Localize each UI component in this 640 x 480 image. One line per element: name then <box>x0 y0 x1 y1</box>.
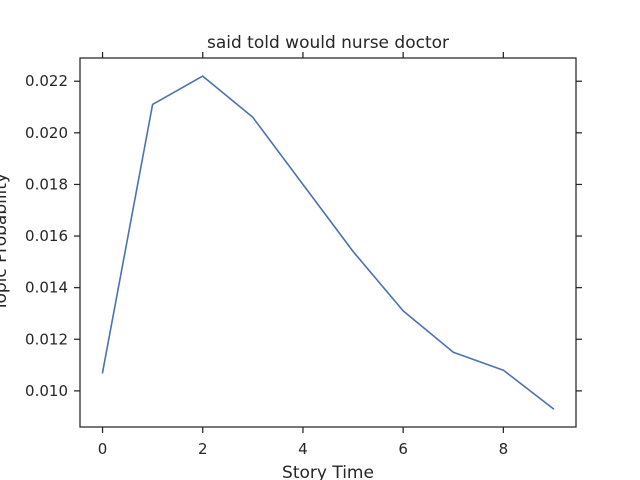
y-tick-label: 0.020 <box>25 124 68 142</box>
axis-ticks: 0 2 4 6 8 0.010 0.012 0.014 0.016 0.018 0.020 0.022 <box>25 52 582 458</box>
y-tick-label: 0.018 <box>25 175 68 193</box>
y-tick-label: 0.022 <box>25 72 68 90</box>
series-line <box>101 75 555 410</box>
y-tick-label: 0.010 <box>25 382 68 400</box>
y-axis-label: Topic Probability <box>0 173 11 312</box>
x-tick-label: 2 <box>198 440 208 458</box>
series-layer <box>101 75 555 410</box>
x-axis-label: Story Time <box>282 463 374 480</box>
x-tick-label: 6 <box>398 440 408 458</box>
y-tick-label: 0.016 <box>25 227 68 245</box>
chart-title: said told would nurse doctor <box>207 33 449 53</box>
y-tick-label: 0.012 <box>25 330 68 348</box>
plot-frame <box>79 57 577 428</box>
y-tick-label: 0.014 <box>25 279 68 297</box>
x-tick-label: 8 <box>499 440 509 458</box>
x-tick-label: 0 <box>98 440 108 458</box>
x-tick-label: 4 <box>298 440 308 458</box>
